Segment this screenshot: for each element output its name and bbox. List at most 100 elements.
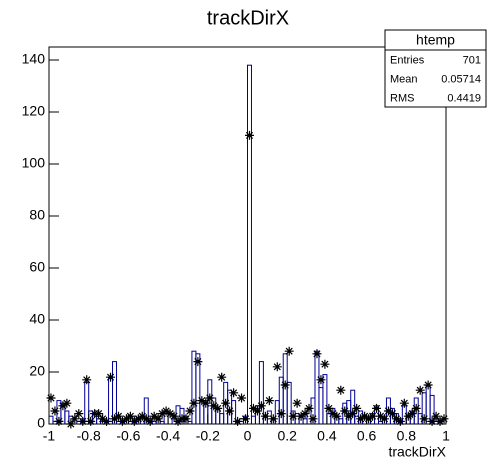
- star-marker: [411, 403, 421, 413]
- stats-label: Mean: [390, 73, 418, 85]
- star-marker: [272, 362, 282, 372]
- star-marker: [225, 406, 235, 416]
- star-marker: [106, 372, 116, 382]
- stats-label: RMS: [390, 92, 414, 104]
- star-marker: [197, 396, 207, 406]
- x-axis-label: trackDirX: [388, 444, 446, 460]
- star-marker: [391, 414, 401, 424]
- star-marker: [268, 414, 278, 424]
- x-tick-label: 0.6: [357, 428, 377, 444]
- star-marker: [145, 416, 155, 426]
- stats-value: 0.4419: [447, 92, 481, 104]
- star-marker: [328, 409, 338, 419]
- x-tick-label: 0.2: [277, 428, 297, 444]
- chart-title: trackDirX: [207, 7, 289, 29]
- star-marker: [423, 380, 433, 390]
- star-marker: [237, 393, 247, 403]
- star-marker: [113, 411, 123, 421]
- star-marker: [244, 130, 254, 140]
- stats-value: 701: [463, 54, 481, 66]
- star-marker: [356, 414, 366, 424]
- star-marker: [439, 414, 449, 424]
- star-marker: [169, 411, 179, 421]
- star-marker: [260, 411, 270, 421]
- star-marker: [82, 375, 92, 385]
- star-marker: [213, 403, 223, 413]
- star-marker: [419, 414, 429, 424]
- star-marker: [340, 406, 350, 416]
- star-marker: [133, 414, 143, 424]
- star-marker: [153, 414, 163, 424]
- star-marker: [276, 409, 286, 419]
- x-tick-label: -0.6: [116, 428, 140, 444]
- star-marker: [427, 416, 437, 426]
- star-marker: [248, 403, 258, 413]
- star-marker: [304, 403, 314, 413]
- star-marker: [379, 414, 389, 424]
- star-marker: [217, 372, 227, 382]
- star-marker: [70, 414, 80, 424]
- star-marker: [292, 398, 302, 408]
- star-marker: [193, 357, 203, 367]
- star-marker: [141, 414, 151, 424]
- x-tick-label: 0: [244, 428, 252, 444]
- y-tick-label: 60: [29, 259, 45, 275]
- star-marker: [252, 406, 262, 416]
- star-marker: [284, 346, 294, 356]
- y-tick-label: 80: [29, 207, 45, 223]
- y-tick-label: 40: [29, 311, 45, 327]
- stats-box: [384, 29, 487, 108]
- y-tick-label: 140: [22, 51, 46, 67]
- star-marker: [46, 393, 56, 403]
- star-marker: [336, 385, 346, 395]
- star-marker: [407, 409, 417, 419]
- star-marker: [157, 409, 167, 419]
- star-marker: [368, 411, 378, 421]
- star-marker: [125, 411, 135, 421]
- star-marker: [78, 416, 88, 426]
- x-tick-label: -0.4: [156, 428, 180, 444]
- star-marker: [395, 416, 405, 426]
- star-marker: [256, 401, 266, 411]
- star-marker: [229, 388, 239, 398]
- star-marker: [312, 349, 322, 359]
- star-marker: [383, 406, 393, 416]
- star-marker: [264, 396, 274, 406]
- star-marker: [185, 406, 195, 416]
- star-marker: [241, 414, 251, 424]
- star-marker: [74, 409, 84, 419]
- x-tick-label: -0.2: [196, 428, 220, 444]
- star-marker: [221, 398, 231, 408]
- star-marker: [288, 411, 298, 421]
- star-marker: [173, 416, 183, 426]
- star-marker: [165, 409, 175, 419]
- star-marker: [149, 411, 159, 421]
- star-marker: [403, 411, 413, 421]
- y-tick-label: 20: [29, 363, 45, 379]
- star-marker: [308, 414, 318, 424]
- star-marker: [117, 416, 127, 426]
- star-marker: [348, 409, 358, 419]
- star-marker: [280, 380, 290, 390]
- star-marker: [205, 393, 215, 403]
- star-marker: [344, 411, 354, 421]
- star-marker: [137, 411, 147, 421]
- y-tick-label: 0: [37, 415, 45, 431]
- star-marker: [129, 416, 139, 426]
- star-marker: [364, 414, 374, 424]
- y-tick-label: 120: [22, 103, 46, 119]
- x-tick-label: -1: [43, 428, 56, 444]
- x-tick-label: 1: [442, 428, 450, 444]
- x-tick-label: 0.4: [317, 428, 337, 444]
- star-marker: [352, 403, 362, 413]
- star-marker: [58, 401, 68, 411]
- x-tick-label: 0.8: [397, 428, 417, 444]
- stats-label: Entries: [390, 54, 425, 66]
- star-marker: [375, 411, 385, 421]
- star-marker: [387, 409, 397, 419]
- star-marker: [110, 414, 120, 424]
- star-marker: [360, 411, 370, 421]
- star-marker: [86, 416, 96, 426]
